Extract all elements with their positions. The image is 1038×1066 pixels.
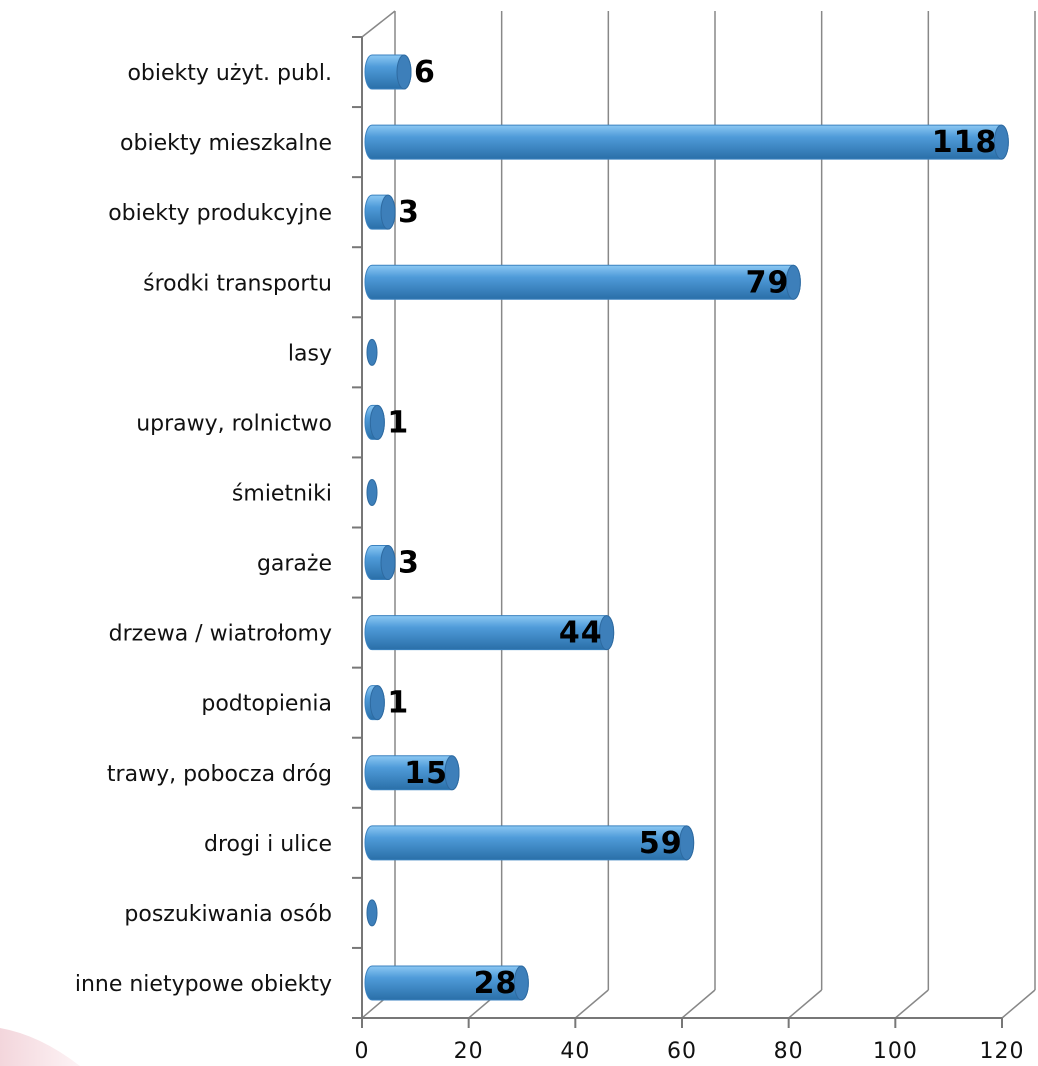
floor-gridline [681,989,716,1019]
bars-layer [364,54,1009,1001]
category-label: lasy [288,341,332,366]
corner-decoration [0,1028,80,1066]
side-wall-edge [361,10,396,38]
axis-layer [352,36,1003,1028]
data-label: 3 [398,195,420,230]
bar-cap [380,545,396,581]
category-label: uprawy, rolnictwo [136,411,332,436]
bar-cap [396,54,412,90]
floor-gridline [894,989,929,1019]
bar [364,194,396,230]
data-label: 1 [387,405,409,440]
bar-body [364,124,1009,160]
x-tick-label: 100 [873,1039,918,1064]
data-label: 6 [414,55,436,90]
x-tick-label: 0 [355,1039,370,1064]
x-tick-label: 120 [980,1039,1025,1064]
category-label: drogi i ulice [204,832,332,857]
bar-cap [599,615,615,651]
data-label: 44 [559,616,603,651]
bar [366,478,378,506]
bar-cap [369,685,385,721]
x-tick-label: 20 [454,1039,484,1064]
category-label: podtopienia [201,692,332,717]
bar [364,615,615,651]
bar-cap [993,124,1009,160]
category-label: drzewa / wiatrołomy [109,622,332,647]
bar [364,545,396,581]
data-label: 59 [639,826,683,861]
bar [364,54,412,90]
floor-gridline [574,989,609,1019]
category-label: obiekty produkcyjne [108,201,332,226]
bar-cap [785,264,801,300]
bar [364,755,460,791]
bar [364,965,529,1001]
category-label: obiekty użyt. publ. [127,61,332,86]
bar-cap [366,338,378,366]
bar-cap [679,825,695,861]
category-label: poszukiwania osób [124,902,332,927]
floor-gridline [788,989,823,1019]
floor-gridline [1001,989,1036,1019]
category-label: inne nietypowe obiekty [75,972,332,997]
x-tick-label: 60 [667,1039,697,1064]
data-label: 79 [746,265,790,300]
bar-cap [444,755,460,791]
bar [366,338,378,366]
x-tick-label: 80 [774,1039,804,1064]
bar-cap [513,965,529,1001]
data-label: 15 [404,756,448,791]
bar [366,899,378,927]
data-label: 118 [932,125,998,160]
bar-body [364,264,801,300]
grid-layer [361,10,1036,1019]
bar [364,404,385,440]
category-label: obiekty mieszkalne [120,131,332,156]
bar-cap [369,404,385,440]
data-label: 28 [474,966,518,1001]
bar-cap [366,478,378,506]
bar [364,825,695,861]
bar [364,685,385,721]
x-tick-label: 40 [560,1039,590,1064]
bar-cap [366,899,378,927]
bar [364,264,801,300]
bar [364,124,1009,160]
category-label: trawy, pobocza dróg [107,762,332,787]
category-label: garaże [257,552,332,577]
category-label: śmietniki [232,481,332,506]
bar-cap [380,194,396,230]
labels-layer: 0 20 40 60 80 100 120 obiekty użyt. publ. 6 obiek… [75,55,1025,1064]
data-label: 1 [387,686,409,721]
category-label: środki transportu [143,271,332,296]
data-label: 3 [398,546,420,581]
